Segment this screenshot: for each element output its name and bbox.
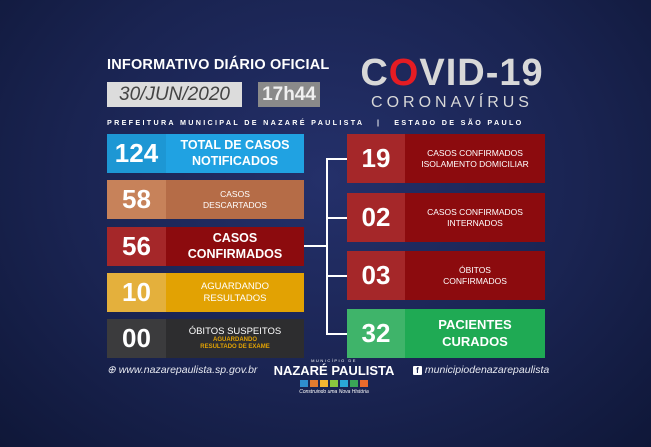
- stat-card: 32 PACIENTES CURADOS: [347, 309, 545, 358]
- stat-value: 32: [347, 309, 405, 358]
- connector: [326, 158, 328, 334]
- stat-value: 58: [107, 180, 166, 219]
- stat-label-line: DESCARTADOS: [203, 199, 267, 210]
- stat-label-line: CURADOS: [442, 333, 508, 349]
- stat-value: 10: [107, 273, 166, 312]
- stat-label: TOTAL DE CASOS NOTIFICADOS: [166, 134, 304, 173]
- stat-value: 00: [107, 319, 166, 358]
- facebook-text: municipiodenazarepaulista: [424, 364, 550, 376]
- covid-c: C: [360, 52, 389, 94]
- stat-label-line: CONFIRMADOS: [443, 275, 507, 286]
- connector: [304, 245, 328, 247]
- covid-o: O: [388, 52, 420, 94]
- stat-label-line: CASOS CONFIRMADOS: [427, 147, 523, 158]
- stat-label-line: AGUARDANDO: [200, 280, 270, 292]
- globe-icon: ⊕: [107, 364, 119, 376]
- stat-label: CASOS CONFIRMADOS ISOLAMENTO DOMICILIAR: [405, 134, 545, 183]
- stat-label-line: AGUARDANDO: [213, 337, 257, 344]
- stat-label: CASOS CONFIRMADOS INTERNADOS: [405, 193, 545, 242]
- coronavirus-label: CORONAVÍRUS: [371, 94, 533, 111]
- facebook-link[interactable]: f municipiodenazarepaulista: [413, 364, 549, 376]
- slogan: Construindo uma Nova História: [299, 389, 369, 395]
- bulletin-title: INFORMATIVO DIÁRIO OFICIAL: [107, 57, 330, 73]
- connector: [326, 333, 347, 335]
- stat-label: ÓBITOS CONFIRMADOS: [405, 251, 545, 300]
- stat-label: PACIENTES CURADOS: [405, 309, 545, 358]
- stat-label: CASOS CONFIRMADOS: [166, 227, 304, 266]
- stat-value: 02: [347, 193, 405, 242]
- stat-label-line: CONFIRMADOS: [187, 246, 283, 261]
- stat-label-line: TOTAL DE CASOS: [180, 137, 290, 152]
- stat-value: 56: [107, 227, 166, 266]
- logo-icons: [268, 380, 400, 387]
- stat-label-line: ÓBITOS SUSPEITOS: [188, 325, 282, 337]
- stat-card: 124 TOTAL DE CASOS NOTIFICADOS: [107, 134, 304, 173]
- stat-card: 58 CASOS DESCARTADOS: [107, 180, 304, 219]
- stat-label-line: ISOLAMENTO DOMICILIAR: [421, 158, 529, 169]
- subtitle: PREFEITURA MUNICIPAL DE NAZARÉ PAULISTA …: [107, 118, 524, 127]
- stat-value: 19: [347, 134, 405, 183]
- connector: [326, 158, 347, 160]
- date-badge: 30/JUN/2020: [107, 82, 242, 107]
- stat-card: 19 CASOS CONFIRMADOS ISOLAMENTO DOMICILIAR: [347, 134, 545, 183]
- stat-card: 10 AGUARDANDO RESULTADOS: [107, 273, 304, 312]
- stat-label-line: CASOS: [212, 230, 258, 245]
- stat-label-line: ÓBITOS: [459, 264, 491, 275]
- stat-label: CASOS DESCARTADOS: [166, 180, 304, 219]
- stat-card: 00 ÓBITOS SUSPEITOS AGUARDANDO RESULTADO DE…: [107, 319, 304, 358]
- website-link[interactable]: ⊕ www.nazarepaulista.sp.gov.br: [107, 364, 257, 376]
- stat-label-line: PACIENTES: [438, 317, 512, 333]
- stat-card: 02 CASOS CONFIRMADOS INTERNADOS: [347, 193, 545, 242]
- covid-rest: VID-19: [419, 52, 544, 94]
- city-logo: MUNICÍPIO DE NAZARÉ PAULISTA Construindo…: [268, 358, 400, 395]
- website-text: www.nazarepaulista.sp.gov.br: [118, 364, 258, 376]
- municipio-label: MUNICÍPIO DE: [311, 358, 357, 363]
- stat-label-line: CASOS CONFIRMADOS: [427, 206, 523, 217]
- covid-logo: COVID-19: [350, 52, 554, 94]
- stat-label: ÓBITOS SUSPEITOS AGUARDANDO RESULTADO DE E…: [166, 319, 304, 358]
- time-badge: 17h44: [258, 82, 320, 107]
- city-name: NAZARÉ PAULISTA: [273, 363, 395, 378]
- facebook-icon: f: [413, 366, 422, 375]
- stat-label-line: RESULTADO DE EXAME: [200, 344, 270, 351]
- stat-label-line: NOTIFICADOS: [191, 153, 279, 168]
- stat-label-line: CASOS: [220, 188, 250, 199]
- stat-card: 03 ÓBITOS CONFIRMADOS: [347, 251, 545, 300]
- stat-value: 124: [107, 134, 166, 173]
- stat-card: 56 CASOS CONFIRMADOS: [107, 227, 304, 266]
- connector: [326, 217, 347, 219]
- stat-value: 03: [347, 251, 405, 300]
- stat-label-line: RESULTADOS: [203, 292, 267, 304]
- stat-label: AGUARDANDO RESULTADOS: [166, 273, 304, 312]
- stat-label-line: INTERNADOS: [447, 217, 503, 228]
- connector: [326, 275, 347, 277]
